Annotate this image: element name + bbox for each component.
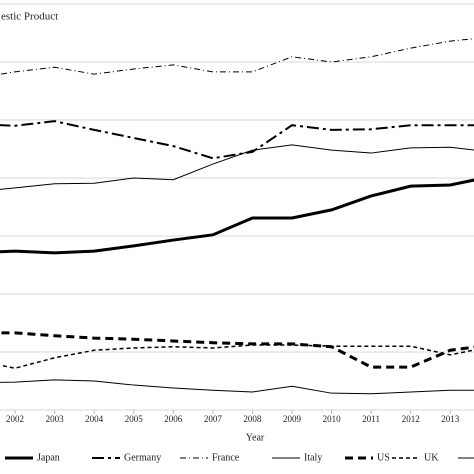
chart-title: estic Product <box>1 11 58 23</box>
legend: Japan Germany France Italy US UK <box>5 452 474 463</box>
grid: 2002 2003 2004 2005 2006 2007 2008 2009 2010 2011… <box>0 3 474 424</box>
legend-label: Japan <box>37 452 60 463</box>
plot-area <box>0 38 474 395</box>
x-tick-label: 2009 <box>283 414 302 424</box>
legend-label: France <box>212 452 240 463</box>
series-line <box>0 379 474 395</box>
x-tick-label: 2007 <box>204 414 223 424</box>
series-line <box>0 144 474 190</box>
series-line <box>0 178 474 255</box>
x-tick-label: 2006 <box>164 414 183 424</box>
legend-label: US <box>377 452 390 463</box>
series-line <box>0 331 474 369</box>
legend-label: Germany <box>124 452 161 463</box>
x-tick-label: 2011 <box>362 414 380 424</box>
series-line <box>0 120 474 160</box>
x-tick-label: 2013 <box>441 414 460 424</box>
legend-label: UK <box>424 452 439 463</box>
x-axis-label: Year <box>246 432 265 443</box>
x-tick-label: 2008 <box>243 414 262 424</box>
x-tick-label: 2003 <box>46 414 65 424</box>
x-tick-label: 2010 <box>323 414 342 424</box>
series-line <box>0 344 474 370</box>
x-tick-label: 2002 <box>6 414 24 424</box>
x-tick-label: 2004 <box>85 414 104 424</box>
x-tick-label: 2005 <box>125 414 144 424</box>
legend-label: Italy <box>304 452 322 463</box>
x-tick-label: 2012 <box>402 414 420 424</box>
